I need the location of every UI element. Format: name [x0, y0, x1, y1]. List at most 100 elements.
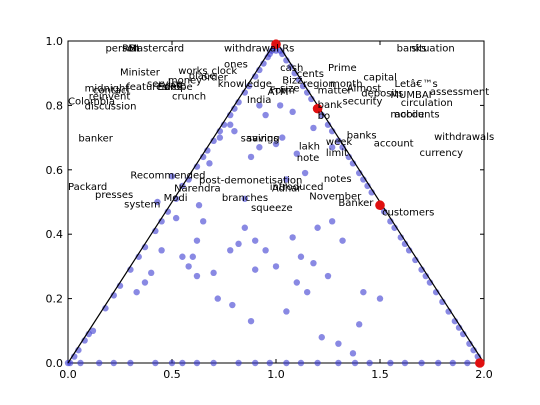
word-label: knowledge	[218, 79, 272, 90]
word-label: banks	[397, 43, 427, 54]
y-tick-label: 0.2	[46, 293, 64, 306]
data-point	[283, 176, 290, 183]
word-label: banks	[347, 130, 377, 141]
data-point	[210, 359, 217, 367]
data-point	[318, 334, 325, 341]
data-point	[449, 359, 456, 367]
data-point	[435, 359, 442, 367]
word-label: reinvent	[89, 92, 131, 103]
x-tick-label: 1.0	[267, 368, 285, 381]
data-point	[193, 272, 201, 280]
data-point	[172, 214, 180, 222]
word-label: cash	[280, 63, 303, 74]
data-point	[266, 359, 273, 367]
word-label: order	[201, 72, 229, 83]
word-label: Modi	[164, 193, 188, 204]
word-label: India	[247, 95, 272, 106]
x-tick-label: 1.5	[371, 368, 389, 381]
word-label: money	[168, 76, 202, 87]
y-tick-label: 0.0	[46, 357, 64, 370]
word-label: ATM	[268, 87, 289, 98]
y-tick-label: 0.6	[46, 164, 64, 177]
word-label: mobile	[390, 109, 424, 120]
data-point	[235, 240, 242, 248]
data-point	[227, 121, 234, 128]
data-point	[351, 359, 359, 367]
data-point	[401, 359, 409, 367]
word-label: customers	[382, 208, 434, 219]
data-point	[206, 160, 213, 167]
data-point	[310, 124, 317, 132]
word-label: introduced	[270, 182, 324, 193]
data-point	[335, 340, 342, 347]
data-point	[335, 359, 342, 367]
word-label: features	[126, 82, 167, 93]
word-label: works	[178, 66, 207, 77]
word-label: rides	[157, 82, 182, 93]
data-point	[154, 198, 161, 206]
word-label: person	[105, 43, 139, 54]
data-point	[158, 247, 165, 254]
highlight-point	[375, 200, 385, 211]
word-label: accounts	[395, 109, 440, 120]
data-point	[279, 134, 286, 141]
word-label: matter	[318, 85, 353, 96]
data-point	[310, 259, 317, 267]
data-point	[256, 102, 263, 109]
data-point	[360, 288, 367, 296]
word-label: Recommended	[130, 171, 205, 182]
word-label: Colombia	[68, 97, 115, 108]
data-point	[193, 237, 201, 244]
word-label: system	[124, 200, 160, 211]
word-label: currency	[420, 148, 464, 159]
data-point	[272, 263, 280, 270]
data-point	[210, 269, 217, 277]
word-label: ones	[224, 60, 248, 71]
data-point	[418, 359, 425, 367]
word-label: MUMBAI	[390, 90, 431, 101]
data-point	[314, 359, 321, 367]
word-label: size	[280, 84, 299, 95]
word-label: place	[189, 71, 216, 82]
data-point	[200, 218, 207, 225]
data-point	[252, 266, 259, 273]
word-label: security	[343, 97, 383, 108]
data-point	[229, 301, 236, 309]
word-label: assessment	[430, 87, 489, 98]
word-label: Mastercard	[128, 43, 184, 54]
data-point	[262, 111, 269, 119]
data-point	[339, 237, 346, 244]
data-point	[252, 237, 259, 244]
word-label: service	[147, 79, 183, 90]
word-label: Minister	[120, 68, 161, 79]
word-label: bank	[318, 100, 343, 111]
data-point	[241, 224, 248, 231]
word-label: Banker	[338, 198, 374, 209]
word-label: RBI	[122, 43, 139, 54]
word-label: region	[303, 79, 335, 90]
word-label: Europe	[157, 82, 192, 93]
highlight-point	[271, 39, 281, 50]
data-point	[262, 247, 269, 254]
word-label: Prime	[328, 63, 357, 74]
word-label: banker	[78, 134, 113, 145]
y-tick-label: 0.8	[46, 99, 64, 112]
x-tick-label: 0.5	[163, 368, 181, 381]
word-label: presses	[95, 190, 133, 201]
series-points	[64, 44, 481, 367]
data-point	[247, 317, 255, 325]
word-label: Letâ€™s	[395, 78, 438, 90]
data-point	[301, 169, 309, 177]
word-label: cents	[297, 69, 324, 80]
data-point	[366, 359, 373, 367]
word-label: situation	[411, 43, 455, 54]
data-point	[148, 269, 155, 277]
x-tick-label: 2.0	[475, 368, 493, 381]
data-point	[328, 218, 336, 225]
data-point	[289, 234, 296, 241]
word-label: discussion	[85, 101, 137, 112]
data-point	[241, 195, 248, 202]
word-label: lakh	[299, 142, 320, 153]
data-point	[89, 327, 97, 334]
